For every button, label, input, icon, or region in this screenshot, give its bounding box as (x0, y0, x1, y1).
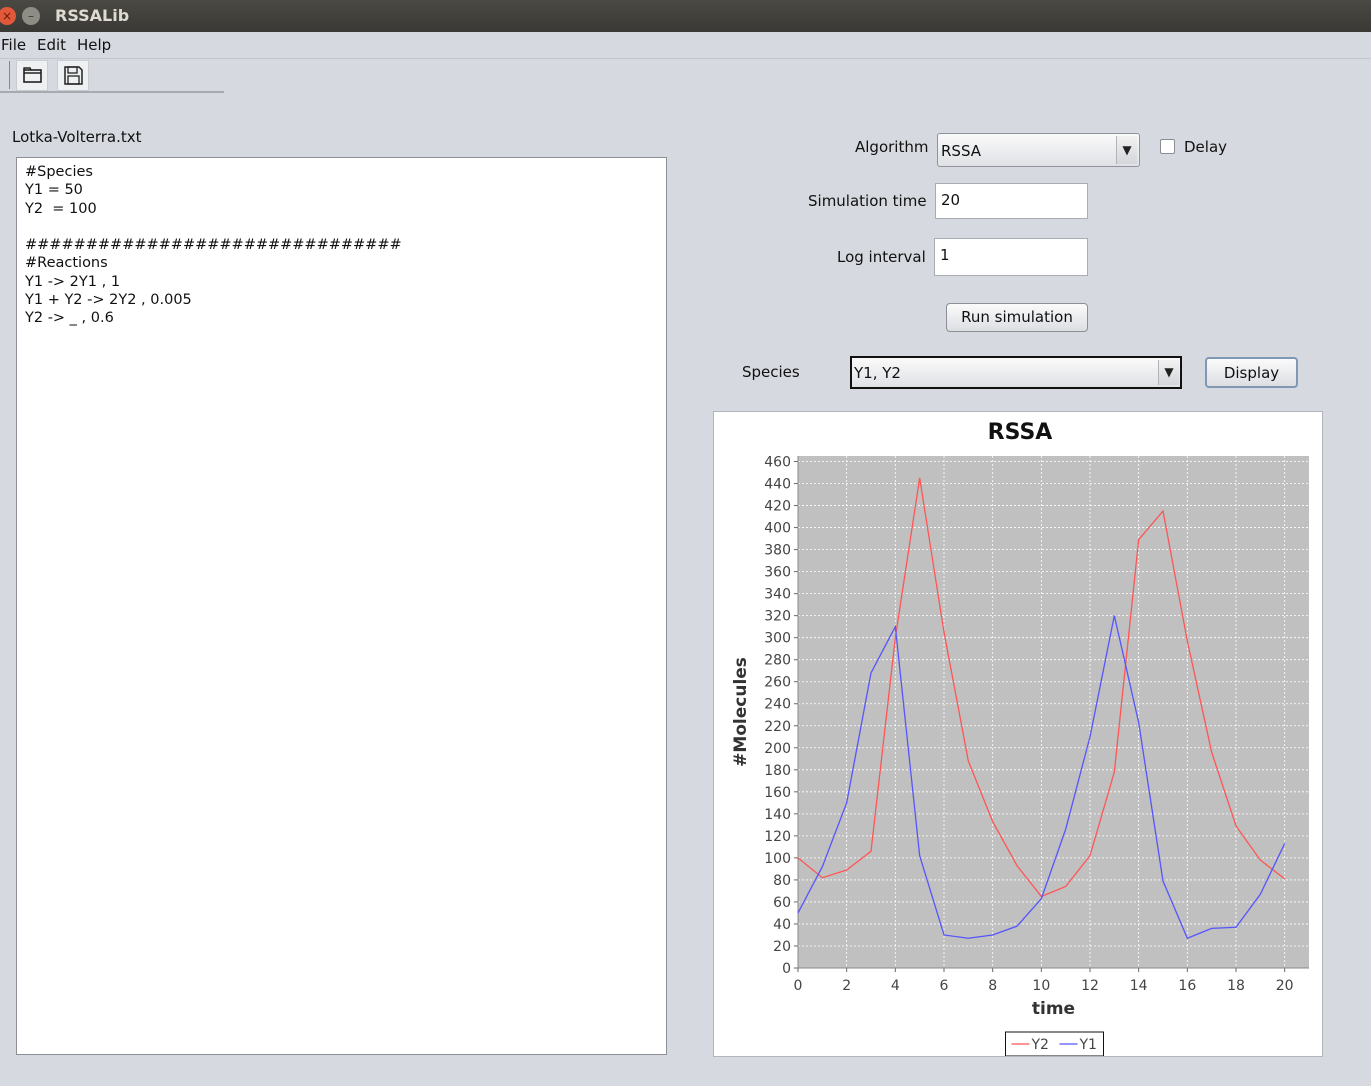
series-lines (797, 477, 1286, 940)
y-tick-label: 40 (773, 917, 791, 933)
y-tick-label: 420 (764, 499, 791, 515)
legend: Y2 Y1 (1005, 1031, 1104, 1056)
plot-area (798, 456, 1309, 968)
display-button[interactable]: Display (1205, 357, 1298, 388)
x-tick-label: 6 (940, 978, 949, 994)
run-simulation-button[interactable]: Run simulation (946, 303, 1088, 332)
algorithm-selected-value: RSSA (941, 142, 982, 160)
y-tick-label: 80 (773, 873, 791, 889)
y-tick-label: 60 (773, 895, 791, 911)
window-title: RSSALib (55, 6, 130, 25)
y-tick-label: 200 (764, 741, 791, 757)
menu-bar: File Edit Help (0, 32, 1371, 59)
x-tick-label: 12 (1081, 978, 1099, 994)
chevron-down-icon[interactable]: ▼ (1158, 360, 1179, 385)
code-line: #Species (25, 164, 93, 180)
simulation-time-label: Simulation time (808, 192, 927, 210)
simulation-time-input[interactable]: 20 (935, 183, 1088, 219)
y-tick-label: 180 (764, 763, 791, 779)
y-tick-label: 440 (764, 477, 791, 493)
algorithm-select[interactable]: RSSA ▼ (937, 133, 1140, 167)
log-interval-label: Log interval (837, 248, 926, 266)
y-tick-label: 140 (764, 807, 791, 823)
species-selected-value: Y1, Y2 (854, 364, 901, 382)
x-tick-label: 10 (1032, 978, 1050, 994)
y-tick-label: 160 (764, 785, 791, 801)
y-tick-label: 400 (764, 521, 791, 537)
floppy-save-icon (64, 66, 83, 85)
x-tick-label: 4 (891, 978, 900, 994)
y-tick-label: 460 (764, 455, 791, 471)
y-axis-label: #Molecules (731, 657, 751, 767)
chart-panel: RSSA 0 20 40 60 80 100 120 140 160 180 200 220 240 26… (713, 411, 1323, 1057)
delay-label: Delay (1184, 138, 1228, 156)
y-tick-label: 20 (773, 939, 791, 955)
x-tick-label: 0 (794, 978, 803, 994)
x-tick-label: 8 (988, 978, 997, 994)
toolbar-grip (9, 61, 10, 89)
code-line: Y1 + Y2 -> 2Y2 , 0.005 (25, 292, 192, 309)
delay-checkbox[interactable] (1160, 139, 1175, 154)
y-tick-label: 320 (764, 609, 791, 625)
file-name-label: Lotka-Volterra.txt (12, 128, 142, 146)
code-line (25, 218, 666, 236)
y-tick-label: 0 (782, 961, 791, 977)
species-label: Species (742, 363, 800, 381)
axes: 0204060801001201401601802002202402602803… (764, 455, 1309, 994)
menu-edit[interactable]: Edit (37, 36, 67, 54)
chevron-down-icon[interactable]: ▼ (1116, 136, 1137, 164)
model-editor[interactable]: #Species Y1 = 50 Y2 = 100 ##############… (16, 157, 667, 1055)
x-tick-label: 14 (1130, 978, 1148, 994)
y-tick-label: 220 (764, 719, 791, 735)
code-line: Y1 -> 2Y1 , 1 (25, 273, 121, 290)
y-tick-label: 280 (764, 653, 791, 669)
toolbar (0, 59, 224, 93)
legend-label: Y2 (1031, 1037, 1049, 1053)
x-tick-label: 18 (1227, 978, 1245, 994)
minimize-icon[interactable]: – (22, 7, 40, 25)
menu-file[interactable]: File (1, 36, 27, 54)
y-tick-label: 340 (764, 587, 791, 603)
chart-title: RSSA (988, 420, 1053, 445)
series-line-y2 (797, 477, 1286, 898)
line-chart: RSSA 02040608010012014016018020022024026… (731, 420, 1309, 1056)
y-tick-label: 100 (764, 851, 791, 867)
x-axis-label: time (1032, 999, 1075, 1019)
code-line: #Reactions (25, 255, 108, 272)
y-tick-label: 260 (764, 675, 791, 691)
close-icon[interactable]: × (0, 7, 16, 25)
algorithm-label: Algorithm (855, 138, 929, 156)
log-interval-input[interactable]: 1 (934, 238, 1088, 276)
x-tick-label: 16 (1178, 978, 1196, 994)
code-line: Y2 = 100 (25, 200, 97, 217)
code-line: ############################### (25, 237, 402, 254)
save-file-button[interactable] (57, 60, 89, 91)
open-file-button[interactable] (16, 60, 48, 91)
x-tick-label: 2 (842, 978, 851, 994)
folder-open-icon (23, 67, 42, 83)
legend-label: Y1 (1079, 1037, 1097, 1053)
title-bar: × – RSSALib (0, 0, 1371, 32)
y-tick-label: 240 (764, 697, 791, 713)
grid-lines (797, 456, 1309, 969)
y-tick-label: 360 (764, 565, 791, 581)
y-tick-label: 300 (764, 631, 791, 647)
y-tick-label: 120 (764, 829, 791, 845)
x-tick-label: 20 (1276, 978, 1294, 994)
menu-help[interactable]: Help (77, 36, 112, 54)
species-select[interactable]: Y1, Y2 ▼ (850, 356, 1182, 389)
code-line: Y1 = 50 (25, 182, 83, 199)
code-line: Y2 -> _ , 0.6 (25, 310, 114, 327)
y-tick-label: 380 (764, 543, 791, 559)
series-line-y1 (797, 615, 1286, 940)
